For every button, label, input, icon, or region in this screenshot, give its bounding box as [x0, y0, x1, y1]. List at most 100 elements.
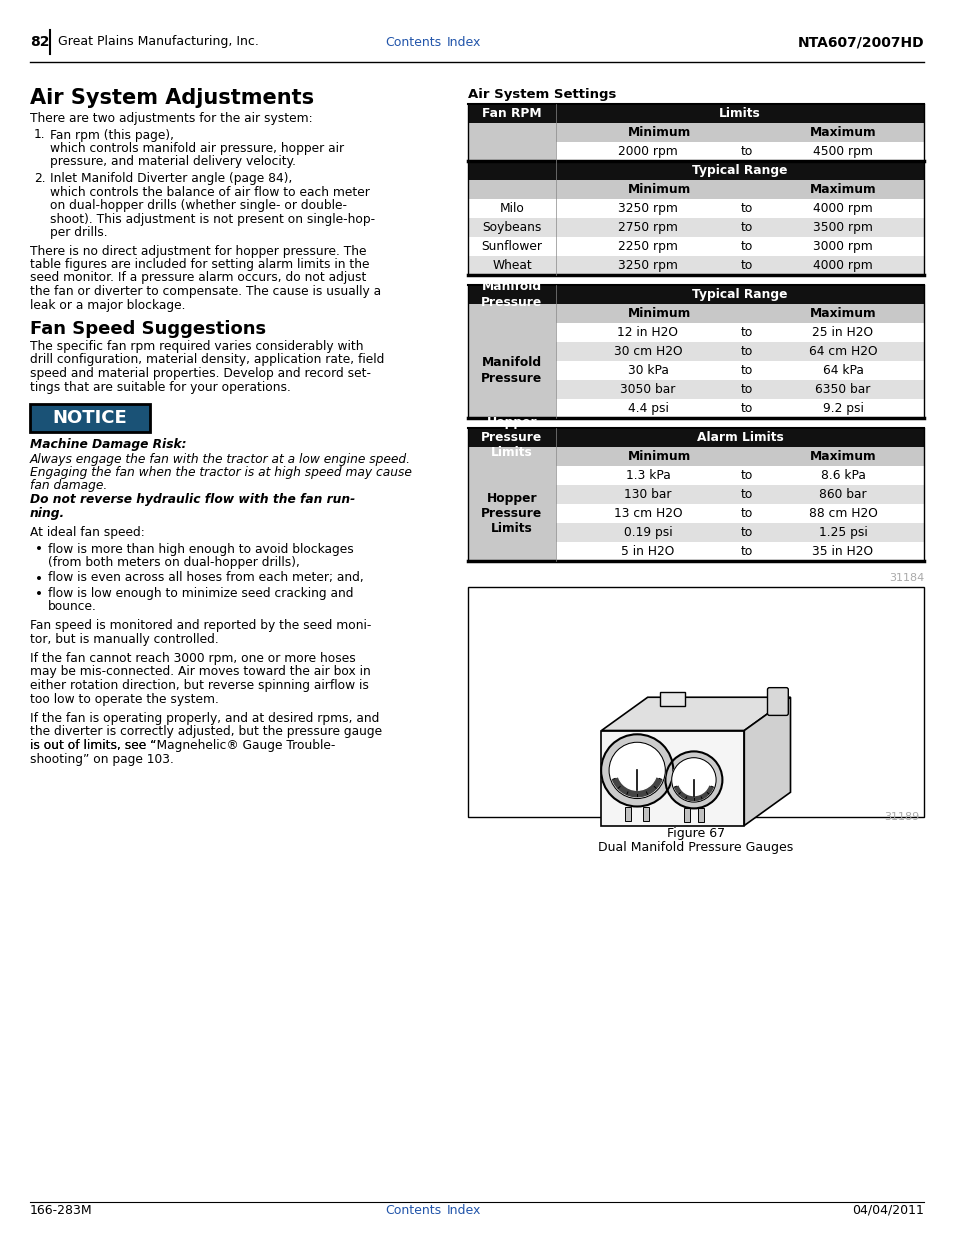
Text: to: to	[740, 345, 753, 358]
Text: Minimum: Minimum	[627, 308, 690, 320]
Text: Inlet Manifold Diverter angle (page 84),: Inlet Manifold Diverter angle (page 84),	[50, 172, 292, 185]
Text: drill configuration, material density, application rate, field: drill configuration, material density, a…	[30, 353, 384, 367]
Text: Fan rpm (this page),: Fan rpm (this page),	[50, 128, 173, 142]
Text: flow is even across all hoses from each meter; and,: flow is even across all hoses from each …	[48, 572, 363, 584]
Text: flow is low enough to minimize seed cracking and: flow is low enough to minimize seed crac…	[48, 587, 354, 600]
Bar	[468, 399, 556, 417]
Text: per drills.: per drills.	[50, 226, 108, 240]
Bar	[468, 124, 923, 142]
Text: There is no direct adjustment for hopper pressure. The: There is no direct adjustment for hopper…	[30, 245, 366, 258]
FancyBboxPatch shape	[767, 688, 787, 715]
Bar	[468, 361, 923, 380]
Bar	[468, 142, 923, 161]
Bar	[468, 447, 556, 466]
Text: too low to operate the system.: too low to operate the system.	[30, 693, 218, 705]
Text: Fan speed is monitored and reported by the seed moni-: Fan speed is monitored and reported by t…	[30, 619, 371, 632]
Bar	[468, 399, 923, 417]
Text: tor, but is manually controlled.: tor, but is manually controlled.	[30, 632, 218, 646]
Text: which controls the balance of air flow to each meter: which controls the balance of air flow t…	[50, 185, 370, 199]
Text: Engaging the fan when the tractor is at high speed may cause: Engaging the fan when the tractor is at …	[30, 466, 412, 479]
Text: to: to	[740, 488, 753, 501]
Text: 35 in H2O: 35 in H2O	[812, 545, 873, 558]
Text: may be mis-connected. Air moves toward the air box in: may be mis-connected. Air moves toward t…	[30, 666, 371, 678]
Text: 4000 rpm: 4000 rpm	[812, 259, 872, 272]
Text: Maximum: Maximum	[809, 308, 876, 320]
Text: to: to	[740, 469, 753, 482]
Text: 1.3 kPa: 1.3 kPa	[625, 469, 670, 482]
Bar	[468, 142, 556, 161]
Circle shape	[600, 735, 673, 806]
Text: The specific fan rpm required varies considerably with: The specific fan rpm required varies con…	[30, 340, 363, 353]
Text: to: to	[740, 364, 753, 377]
Text: NOTICE: NOTICE	[52, 409, 128, 427]
Text: If the fan is operating properly, and at desired rpms, and: If the fan is operating properly, and at…	[30, 713, 379, 725]
Text: to: to	[740, 259, 753, 272]
Bar	[624, 806, 631, 820]
Text: 9.2 psi: 9.2 psi	[821, 403, 862, 415]
Text: 3250 rpm: 3250 rpm	[618, 203, 678, 215]
Text: Milo: Milo	[499, 203, 524, 215]
Text: Contents: Contents	[385, 36, 440, 48]
Text: leak or a major blockage.: leak or a major blockage.	[30, 299, 185, 311]
Text: Sunflower: Sunflower	[481, 240, 542, 253]
Text: to: to	[740, 144, 753, 158]
Text: Minimum: Minimum	[627, 183, 690, 196]
Bar	[468, 180, 923, 199]
Text: shoot). This adjustment is not present on single-hop-: shoot). This adjustment is not present o…	[50, 212, 375, 226]
Text: either rotation direction, but reverse spinning airflow is: either rotation direction, but reverse s…	[30, 679, 369, 692]
Text: 8.6 kPa: 8.6 kPa	[820, 469, 864, 482]
Text: Maximum: Maximum	[809, 450, 876, 463]
Text: Hopper
Pressure
Limits: Hopper Pressure Limits	[481, 492, 542, 535]
Bar	[468, 504, 556, 522]
Text: Soybeans: Soybeans	[482, 221, 541, 233]
Bar	[468, 199, 923, 219]
Text: 31189: 31189	[882, 811, 918, 823]
Text: to: to	[740, 526, 753, 538]
Bar	[30, 404, 150, 432]
Bar	[468, 485, 923, 504]
Text: Contents: Contents	[385, 1203, 440, 1216]
Text: •: •	[35, 572, 43, 585]
Text: to: to	[740, 545, 753, 558]
Wedge shape	[611, 771, 662, 798]
Text: 6350 bar: 6350 bar	[815, 383, 870, 396]
Text: Machine Damage Risk:: Machine Damage Risk:	[30, 438, 186, 451]
Bar	[468, 324, 556, 342]
Text: to: to	[740, 403, 753, 415]
Circle shape	[664, 751, 721, 809]
Text: At ideal fan speed:: At ideal fan speed:	[30, 526, 145, 538]
Text: Manifold
Pressure: Manifold Pressure	[481, 280, 542, 309]
Text: tings that are suitable for your operations.: tings that are suitable for your operati…	[30, 380, 291, 394]
Bar	[468, 485, 556, 504]
Text: 3250 rpm: 3250 rpm	[618, 259, 678, 272]
Text: Typical Range: Typical Range	[692, 164, 787, 177]
Wedge shape	[673, 779, 713, 802]
Text: ning.: ning.	[30, 506, 65, 520]
Text: Air System Adjustments: Air System Adjustments	[30, 88, 314, 107]
Text: Great Plains Manufacturing, Inc.: Great Plains Manufacturing, Inc.	[58, 36, 258, 48]
Text: 2.: 2.	[34, 172, 46, 185]
Bar	[468, 219, 923, 237]
Text: 4000 rpm: 4000 rpm	[812, 203, 872, 215]
Text: flow is more than high enough to avoid blockages: flow is more than high enough to avoid b…	[48, 542, 354, 556]
Text: 2000 rpm: 2000 rpm	[618, 144, 678, 158]
Text: 30 cm H2O: 30 cm H2O	[613, 345, 681, 358]
Text: to: to	[740, 383, 753, 396]
Text: 1.25 psi: 1.25 psi	[818, 526, 866, 538]
Text: to: to	[740, 240, 753, 253]
Text: 2750 rpm: 2750 rpm	[618, 221, 678, 233]
Bar	[468, 447, 923, 466]
Text: speed and material properties. Develop and record set-: speed and material properties. Develop a…	[30, 367, 371, 380]
Text: pressure, and material delivery velocity.: pressure, and material delivery velocity…	[50, 156, 295, 168]
Bar	[468, 504, 923, 522]
Text: 4.4 psi: 4.4 psi	[627, 403, 668, 415]
Bar	[468, 256, 923, 275]
Text: Fan Speed Suggestions: Fan Speed Suggestions	[30, 320, 266, 338]
Text: to: to	[740, 203, 753, 215]
Circle shape	[608, 742, 664, 799]
Bar	[468, 429, 923, 447]
Text: Maximum: Maximum	[809, 126, 876, 140]
Text: Fan RPM: Fan RPM	[481, 107, 541, 120]
Text: 3500 rpm: 3500 rpm	[812, 221, 872, 233]
Bar	[468, 361, 556, 380]
